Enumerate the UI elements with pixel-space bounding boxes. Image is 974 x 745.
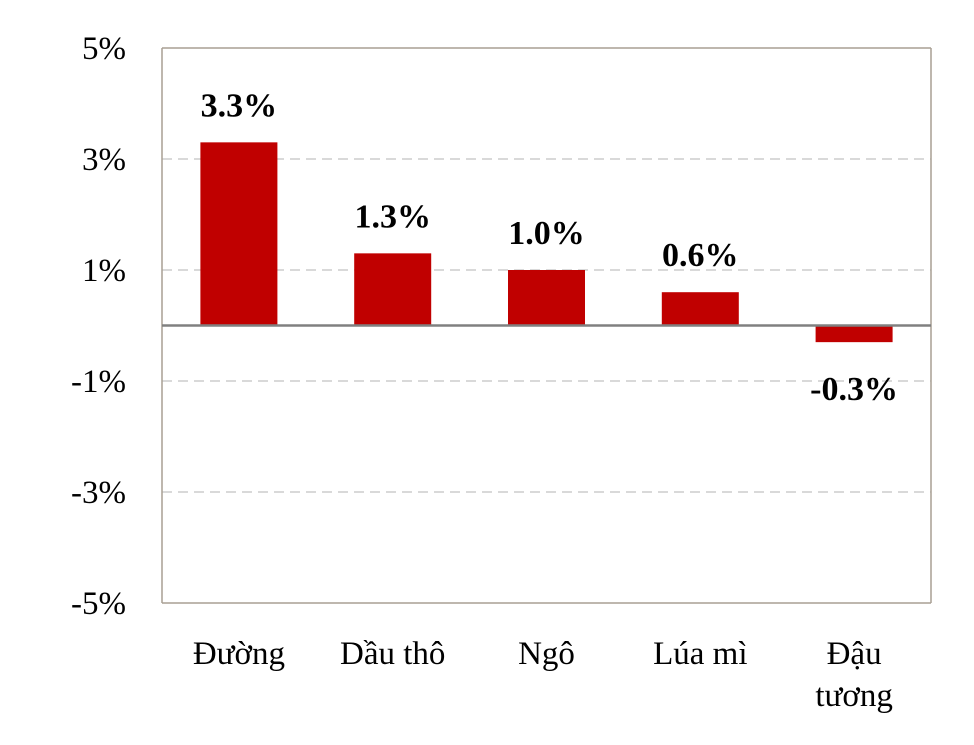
y-tick-label: -5% (71, 586, 126, 622)
bar (354, 253, 432, 326)
category-label: Lúa mì (653, 636, 747, 672)
y-tick-label: 5% (82, 31, 126, 67)
category-label: Ngô (518, 636, 575, 672)
grid-lines (162, 158, 931, 493)
y-tick-label: 1% (82, 253, 126, 289)
bar (815, 325, 893, 343)
category-label: Dầu thô (340, 636, 445, 672)
y-axis-ticks: 5% 3% 1% -1% -3% -5% (71, 31, 126, 622)
category-label: Đậu (827, 636, 882, 672)
y-tick-label: 3% (82, 142, 126, 178)
data-label: 3.3% (201, 87, 278, 124)
bar (508, 270, 585, 326)
data-label: 1.3% (354, 198, 431, 235)
x-axis-categories: Đường Dầu thô Ngô Lúa mì Đậu tương (193, 636, 893, 714)
category-label: tương (815, 678, 893, 714)
y-tick-label: -3% (71, 475, 126, 511)
data-labels: 3.3% 1.3% 1.0% 0.6% -0.3% (201, 87, 898, 408)
y-tick-label: -1% (71, 364, 126, 400)
bar (200, 142, 278, 326)
bar (661, 292, 739, 326)
data-label: 0.6% (662, 237, 739, 274)
data-label: -0.3% (810, 371, 898, 408)
bars (200, 142, 893, 343)
category-label: Đường (193, 636, 285, 672)
data-label: 1.0% (508, 215, 585, 252)
